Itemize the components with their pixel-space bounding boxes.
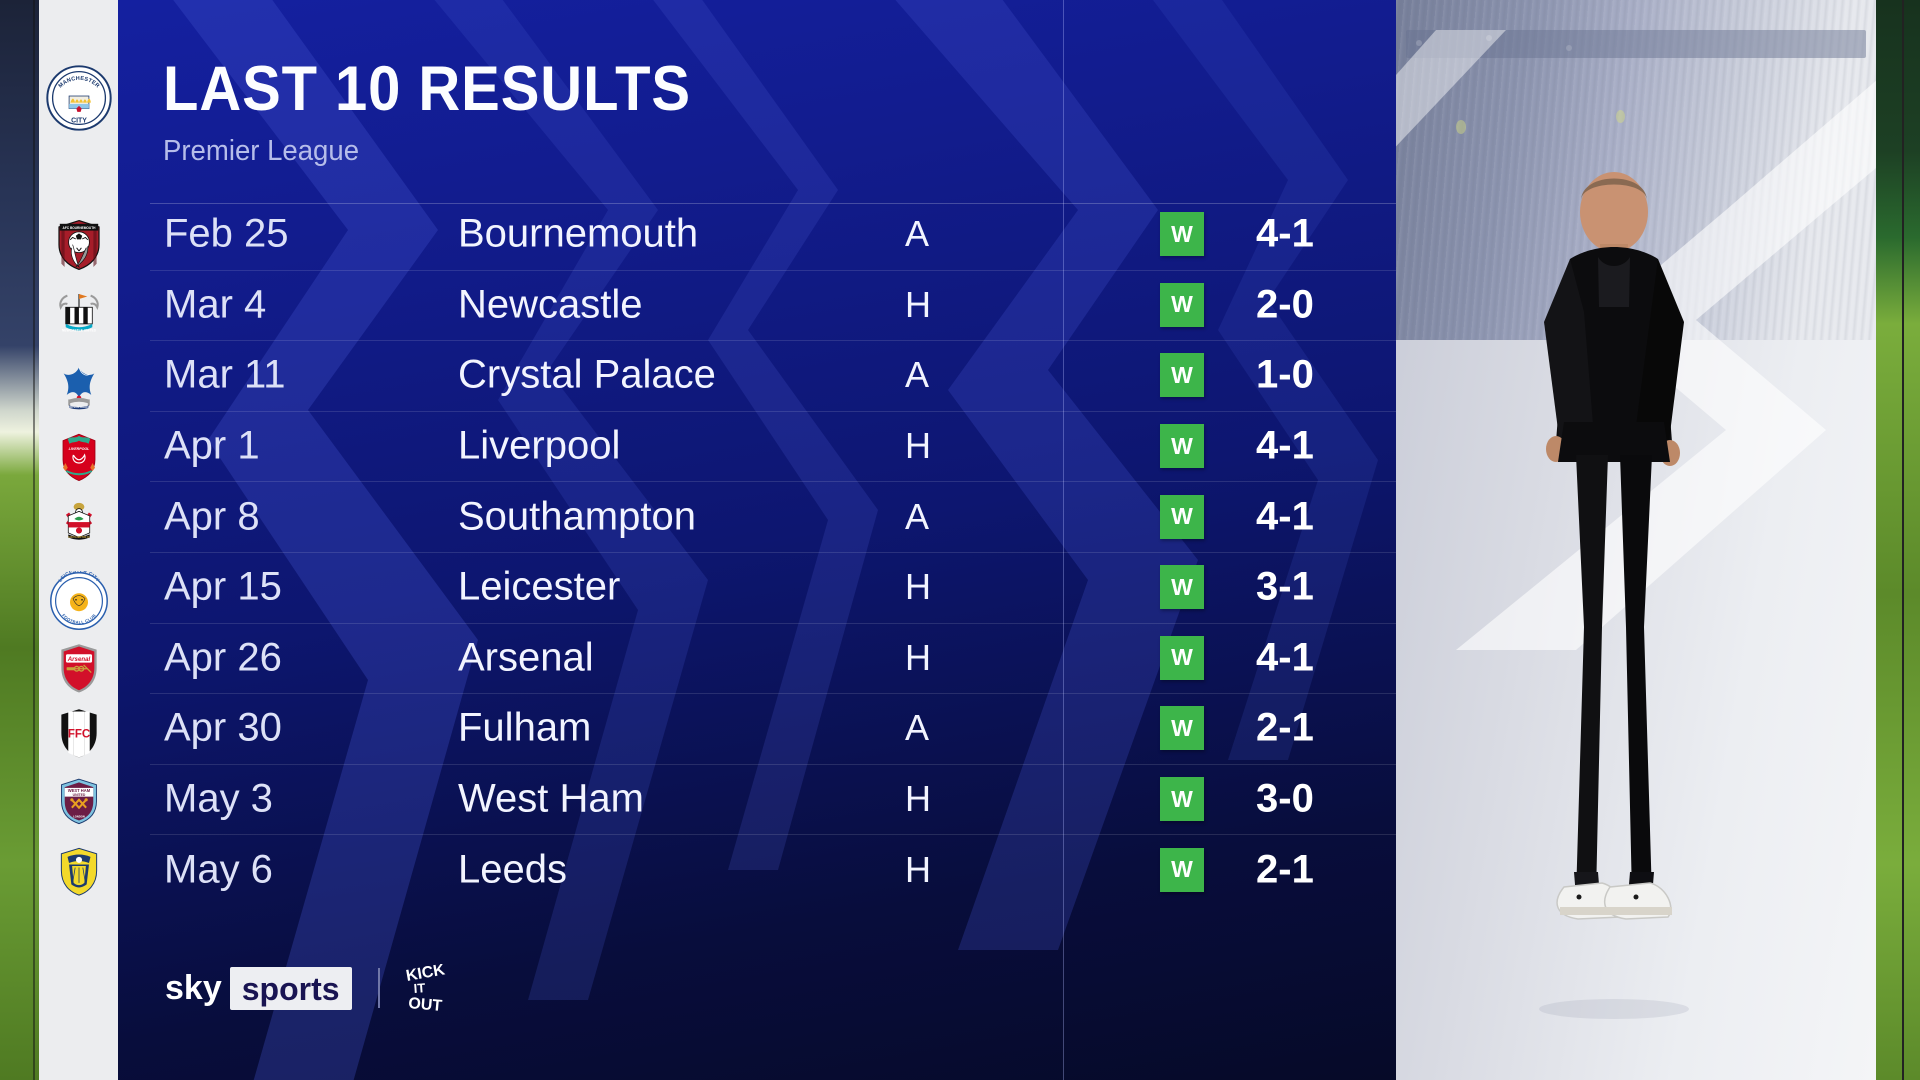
svg-text:IT: IT xyxy=(413,980,426,996)
svg-text:Arsenal: Arsenal xyxy=(66,656,90,663)
svg-text:LONDON: LONDON xyxy=(73,814,85,818)
svg-text:CRYSTAL PALACE: CRYSTAL PALACE xyxy=(68,406,89,409)
svg-text:NEWCASTLE UNITED: NEWCASTLE UNITED xyxy=(61,328,96,332)
svg-text:SOUTHAMPTON FC: SOUTHAMPTON FC xyxy=(68,536,90,539)
svg-text:FFC: FFC xyxy=(67,729,89,741)
svg-text:LIVERPOOL: LIVERPOOL xyxy=(68,447,89,451)
svg-text:OUT: OUT xyxy=(407,995,442,1012)
svg-text:AFC BOURNEMOUTH: AFC BOURNEMOUTH xyxy=(62,226,96,230)
svg-text:KICK: KICK xyxy=(406,964,447,985)
svg-text:CITY: CITY xyxy=(71,117,87,124)
svg-text:UNITED: UNITED xyxy=(72,793,85,797)
svg-text:WEST HAM: WEST HAM xyxy=(67,788,90,793)
